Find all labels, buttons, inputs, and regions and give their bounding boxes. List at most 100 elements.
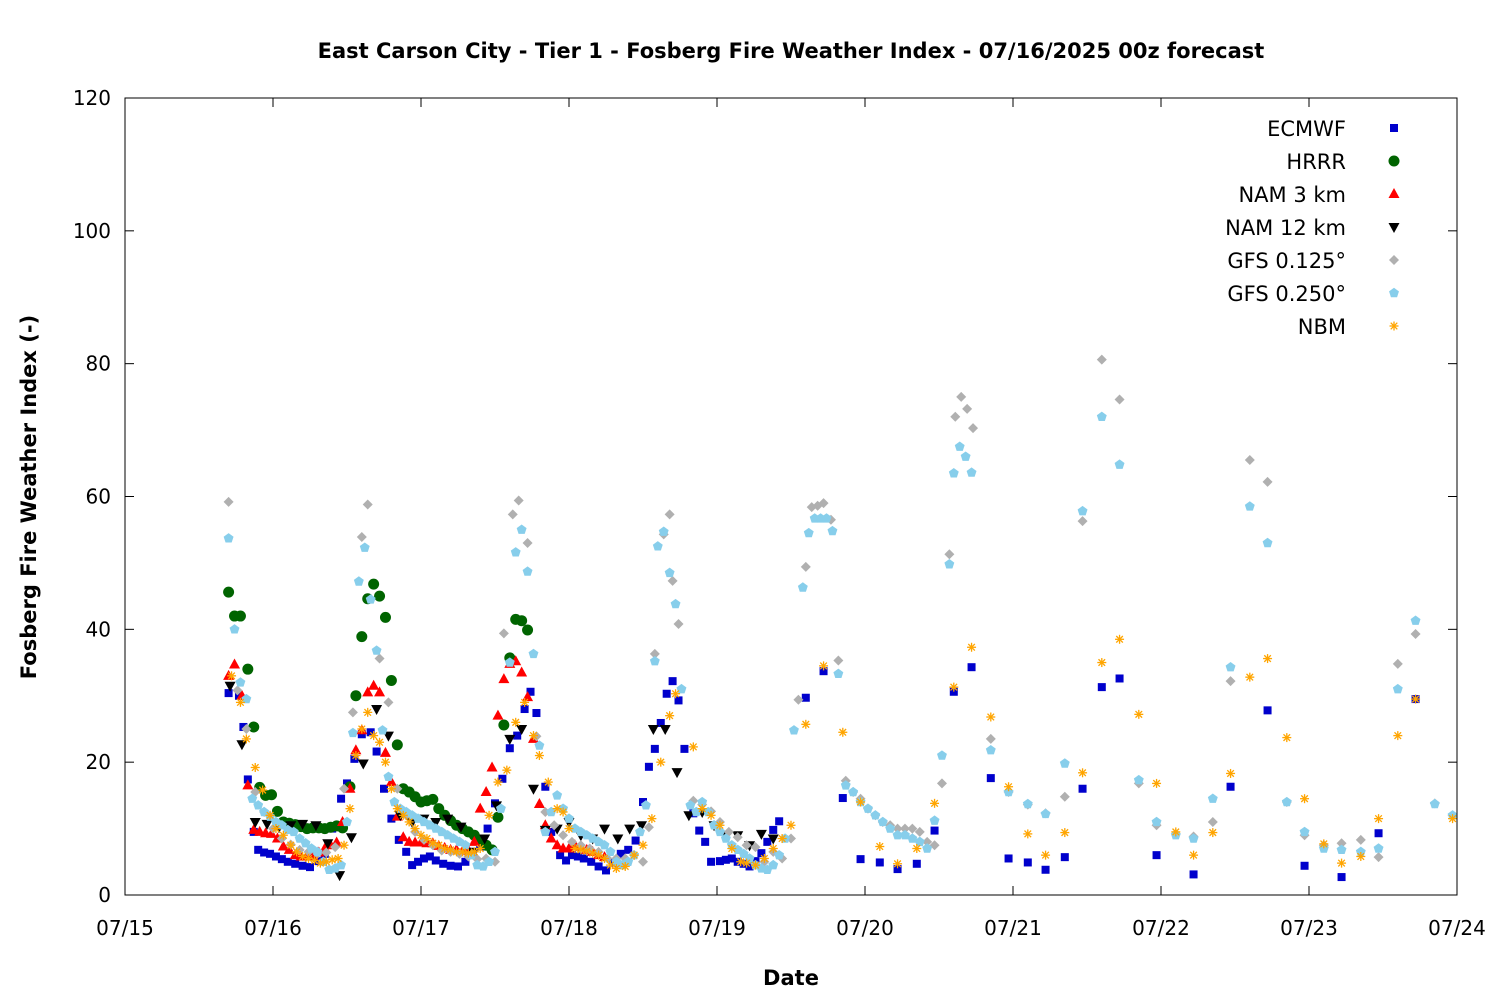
data-point — [283, 843, 295, 854]
data-point — [398, 810, 408, 820]
data-point — [291, 859, 300, 868]
data-point — [520, 697, 530, 707]
data-point — [372, 747, 381, 756]
data-point — [1207, 816, 1218, 827]
x-tick-label: 07/21 — [984, 916, 1042, 940]
data-point — [439, 859, 448, 868]
data-point — [513, 495, 524, 506]
data-point — [1392, 658, 1403, 669]
data-point — [768, 859, 779, 870]
data-point — [1429, 798, 1440, 809]
data-point — [893, 865, 902, 874]
data-point — [664, 567, 675, 578]
data-point — [1114, 394, 1125, 405]
data-point — [249, 817, 261, 828]
data-point — [564, 813, 574, 823]
data-point — [235, 697, 245, 707]
data-point — [526, 687, 535, 696]
data-point — [774, 849, 785, 860]
data-point — [960, 451, 971, 461]
data-point — [1226, 782, 1235, 791]
data-point — [1096, 411, 1107, 422]
data-point — [930, 826, 939, 835]
data-point — [673, 619, 684, 630]
data-point — [229, 624, 240, 634]
data-point — [818, 498, 829, 509]
data-point — [656, 718, 665, 727]
data-point — [333, 853, 343, 863]
data-point — [365, 594, 376, 604]
data-point — [962, 403, 973, 414]
data-point — [644, 762, 653, 771]
data-point — [493, 777, 503, 787]
data-point — [602, 866, 610, 875]
data-point — [685, 800, 696, 810]
data-point — [479, 834, 491, 845]
data-point — [636, 821, 648, 832]
data-point — [345, 833, 357, 844]
data-point — [350, 690, 362, 702]
data-point — [695, 826, 704, 835]
data-point — [271, 824, 281, 834]
data-point — [697, 796, 708, 807]
data-point — [797, 582, 808, 592]
data-point — [227, 671, 237, 681]
data-point — [801, 693, 810, 702]
data-point — [306, 863, 314, 872]
data-point — [620, 861, 630, 871]
data-point — [912, 859, 921, 868]
data-point — [490, 846, 500, 857]
data-point — [241, 693, 252, 704]
data-point — [1336, 844, 1347, 855]
data-point — [1226, 768, 1236, 778]
data-point — [985, 745, 996, 755]
data-point — [671, 689, 681, 699]
data-point — [276, 820, 287, 830]
data-point — [486, 761, 498, 772]
data-point — [229, 658, 241, 669]
data-point — [283, 857, 292, 866]
data-point — [1410, 615, 1421, 625]
data-point — [391, 739, 403, 751]
data-point — [339, 783, 350, 794]
data-point — [1374, 829, 1383, 838]
data-point — [351, 751, 361, 761]
data-point — [410, 824, 420, 834]
data-point — [1060, 853, 1069, 862]
data-point — [944, 549, 955, 560]
data-point — [547, 827, 556, 836]
data-point — [949, 687, 958, 696]
data-point — [775, 817, 784, 826]
legend-marker — [1389, 255, 1399, 265]
data-point — [374, 653, 385, 664]
data-point — [727, 844, 737, 854]
data-point — [266, 789, 278, 801]
data-point — [856, 797, 866, 807]
data-point — [558, 807, 568, 817]
data-point — [1300, 794, 1310, 804]
data-point — [715, 857, 724, 866]
data-point — [520, 705, 529, 714]
data-point — [511, 717, 521, 727]
data-point — [768, 844, 778, 854]
data-point — [371, 705, 383, 716]
data-point — [516, 724, 528, 735]
data-point — [643, 822, 654, 833]
data-point — [1355, 834, 1366, 845]
data-point — [375, 737, 385, 747]
y-tick-label: 120 — [73, 86, 111, 110]
x-tick-label: 07/17 — [392, 916, 450, 940]
data-point — [564, 824, 574, 834]
data-point — [819, 661, 829, 671]
y-tick-label: 40 — [86, 617, 111, 641]
data-point — [234, 610, 246, 622]
data-point — [759, 853, 769, 863]
data-point — [1040, 808, 1051, 819]
data-point — [377, 725, 388, 735]
data-point — [576, 845, 586, 855]
data-point — [347, 727, 358, 738]
data-point — [294, 833, 305, 843]
plot-area — [223, 354, 1458, 882]
legend-label: HRRR — [1286, 150, 1346, 174]
x-tick-label: 07/16 — [244, 916, 302, 940]
